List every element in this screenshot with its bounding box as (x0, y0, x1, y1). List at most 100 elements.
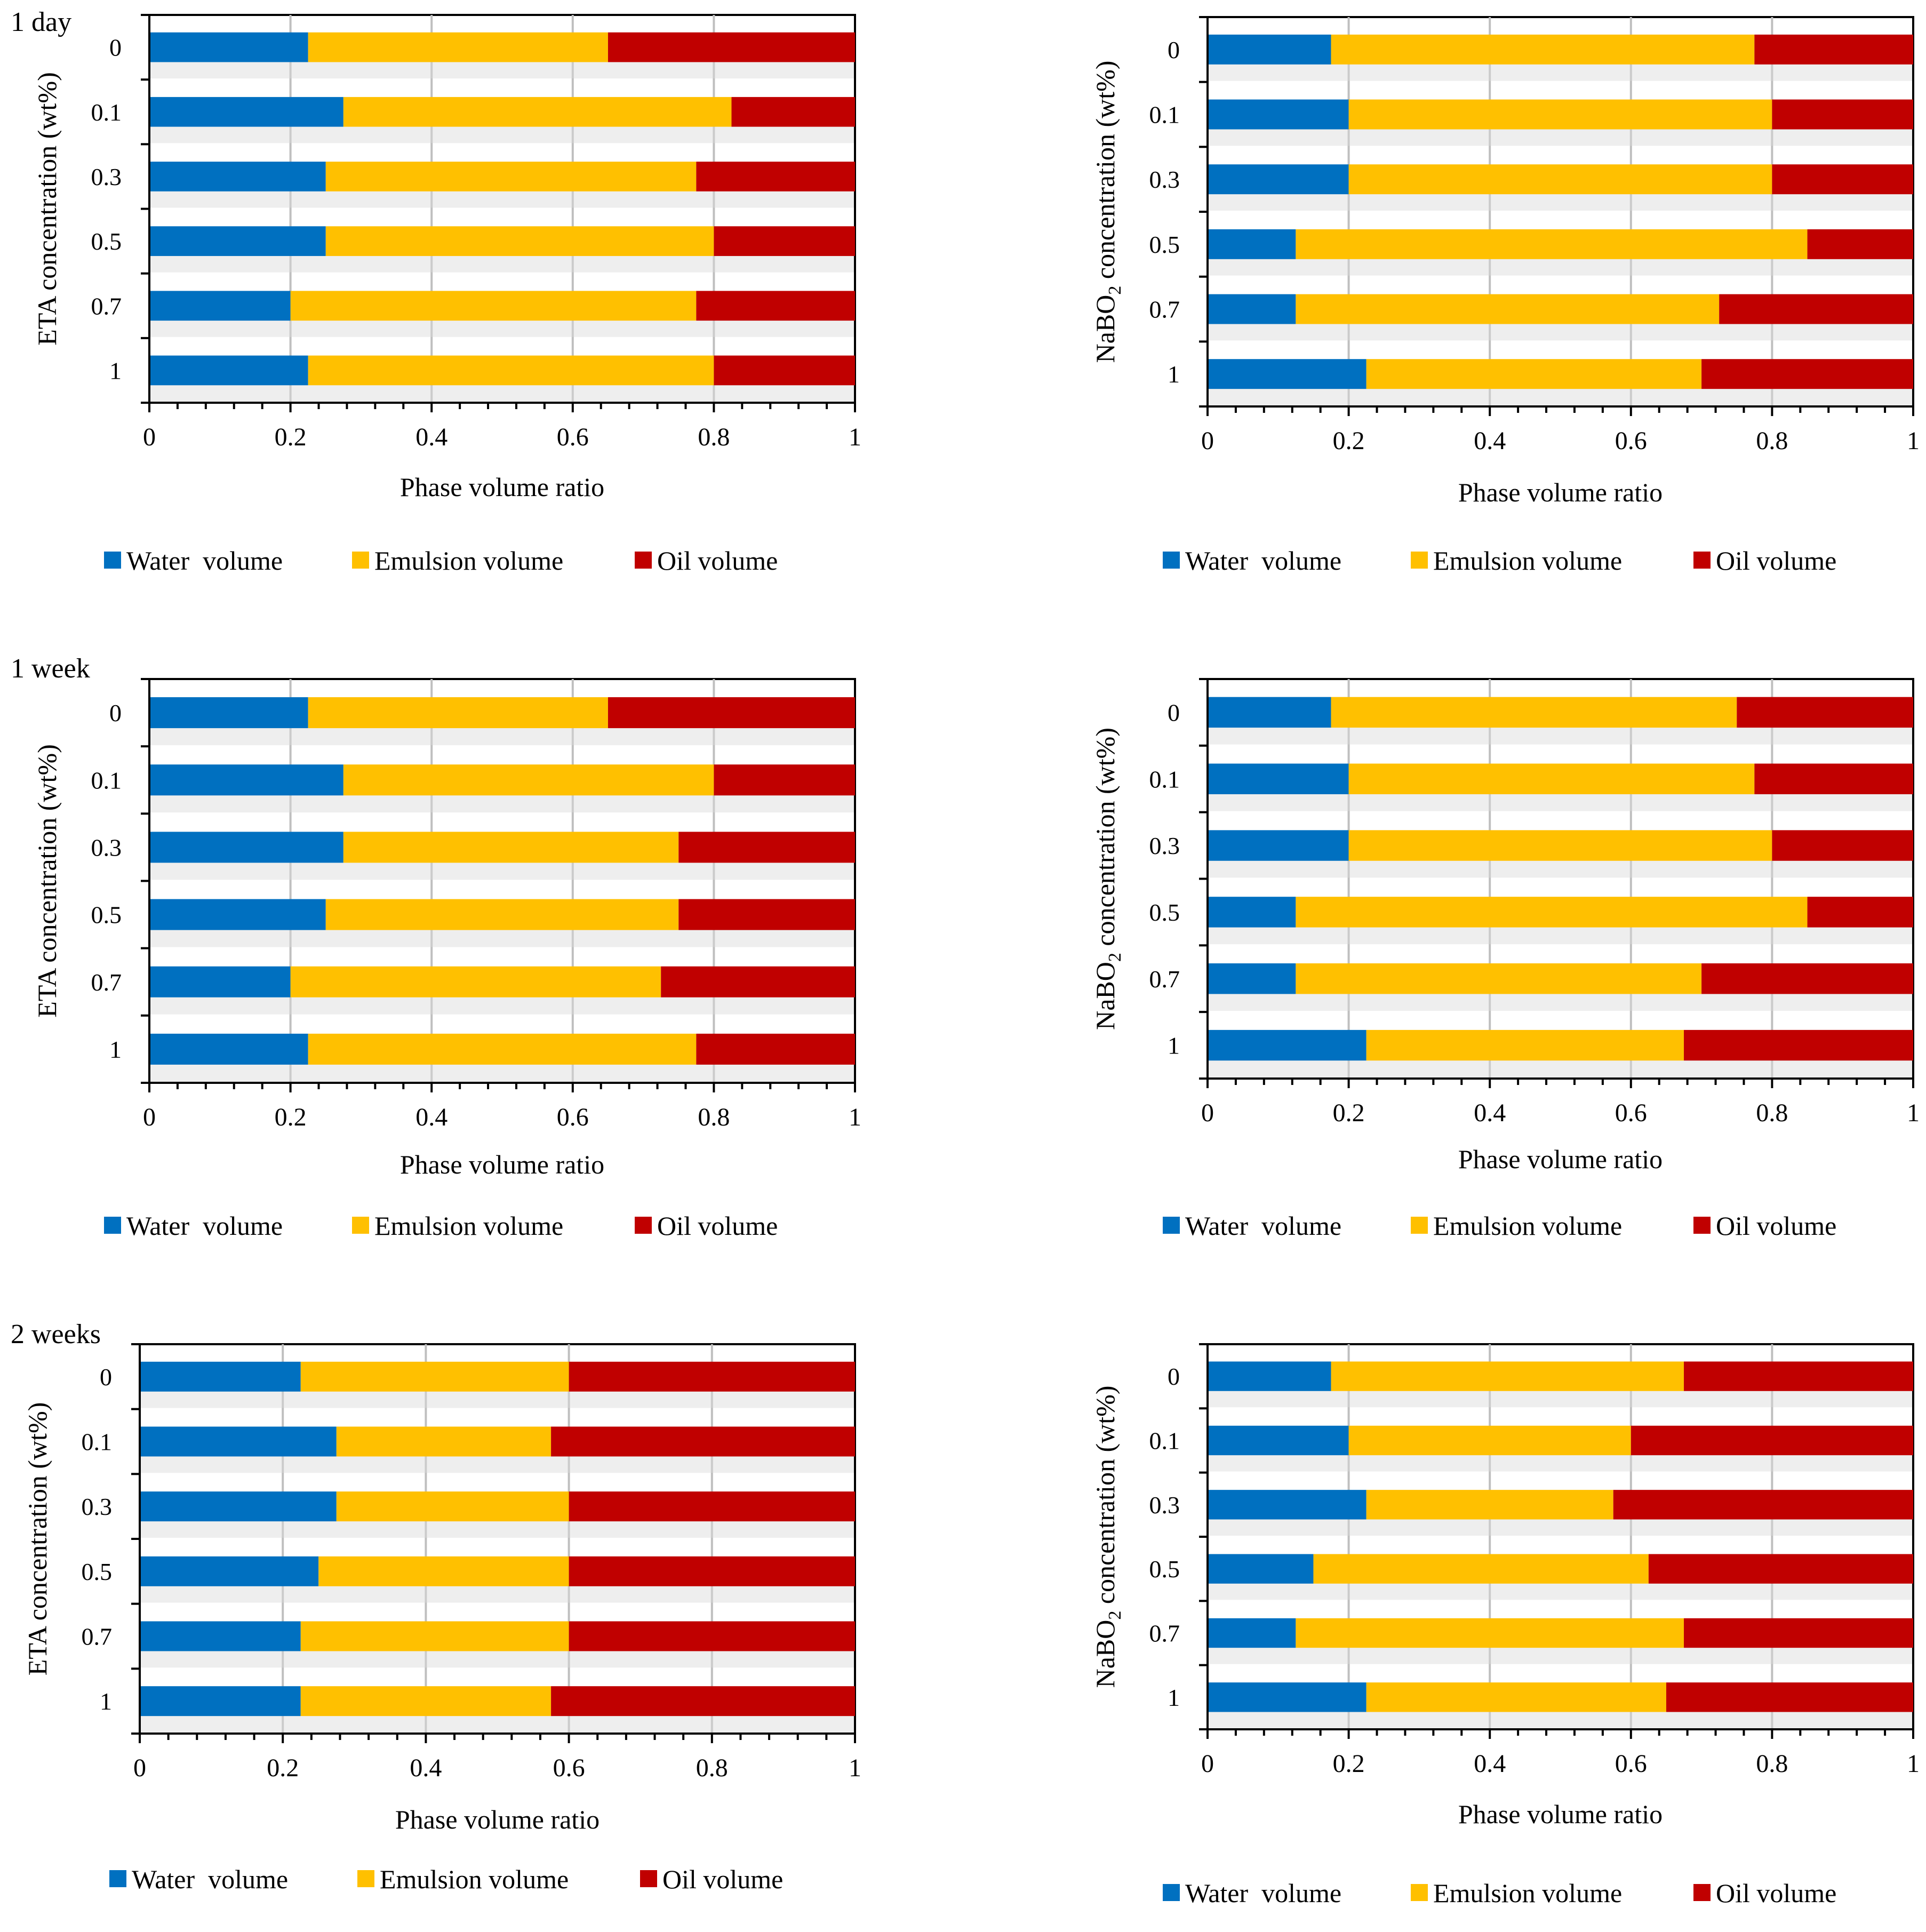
bar-shadow (141, 1716, 854, 1733)
legend-water-label: Water volume (1185, 1878, 1341, 1908)
bar-emulsion-1 (308, 355, 714, 386)
bar-water-0.1 (1208, 763, 1349, 794)
bar-emulsion-0.5 (1313, 1554, 1649, 1584)
bar-water-0.7 (1208, 1618, 1296, 1648)
bar-emulsion-0.7 (290, 291, 697, 321)
bar-shadow (150, 126, 854, 143)
category-label: 0 (109, 699, 122, 727)
bar-oil-0.1 (731, 97, 855, 127)
time-label-1-week: 1 week (11, 653, 90, 684)
x-tick-label: 0 (143, 423, 156, 451)
bar-oil-0.5 (714, 226, 855, 256)
bar-shadow (150, 62, 854, 79)
legend-oil-swatch (1693, 552, 1711, 569)
charts-group: 0 0.1 0.3 0.5 0.7 1 0 0.2 0.4 0.6 0.8 1 Phase volume… (22, 14, 1920, 1908)
category-label: 0.3 (1149, 832, 1180, 859)
bar-emulsion-0.5 (1296, 229, 1808, 259)
x-tick-label: 0.8 (1756, 1099, 1788, 1127)
chart-6: 0 0.1 0.3 0.5 0.7 1 0 0.2 0.4 0.6 0.8 1 Phase volume… (1090, 1343, 1920, 1908)
category-label: 1 (1168, 361, 1180, 388)
category-label: 0.5 (1149, 231, 1180, 258)
category-label: 0 (100, 1363, 112, 1391)
x-tick-label: 0.8 (1756, 427, 1788, 455)
bar-emulsion-0 (1331, 1361, 1684, 1391)
bar-shadow (1209, 1391, 1912, 1408)
x-tick-label: 0.6 (1615, 1750, 1647, 1778)
bar-water-0.3 (1208, 1490, 1366, 1520)
category-label: 0.5 (91, 901, 122, 929)
bar-emulsion-0 (308, 697, 608, 729)
category-label: 0 (109, 34, 122, 61)
category-label: 1 (109, 357, 122, 384)
bar-shadow (150, 256, 854, 273)
bar-oil-1 (696, 1033, 855, 1065)
legend: Water volume Emulsion volume Oil volume (1163, 1878, 1836, 1908)
bar-shadow (1209, 860, 1912, 878)
x-tick-label: 0.2 (1333, 1750, 1365, 1778)
category-label: 0.5 (91, 228, 122, 255)
bar-water-0.1 (1208, 1425, 1349, 1456)
legend-emulsion-label: Emulsion volume (1433, 1878, 1622, 1908)
y-axis-label: NaBO2 concentration (wt%) (1090, 1386, 1125, 1688)
legend-water-swatch (1163, 552, 1180, 569)
x-tick-label: 0.8 (696, 1754, 728, 1782)
x-tick-label: 1 (1907, 427, 1920, 455)
bar-water-1 (1208, 1682, 1366, 1712)
x-axis-label: Phase volume ratio (1458, 1799, 1663, 1829)
legend: Water volume Emulsion volume Oil volume (1163, 546, 1836, 576)
bar-oil-0 (569, 1361, 855, 1392)
bar-oil-0.7 (1701, 963, 1913, 994)
bar-oil-0.5 (1807, 897, 1913, 928)
x-tick-label: 0.6 (553, 1754, 585, 1782)
bar-water-0.7 (149, 966, 291, 997)
legend-oil-label: Oil volume (657, 1211, 778, 1241)
bar-shadow (1209, 129, 1912, 146)
bar-emulsion-0.3 (336, 1491, 569, 1522)
x-tick-label: 0.4 (1474, 427, 1506, 455)
legend-emulsion-label: Emulsion volume (1433, 546, 1622, 576)
category-label: 0 (1168, 1363, 1180, 1390)
bar-oil-0.7 (661, 966, 855, 997)
bar-oil-0.3 (569, 1491, 855, 1522)
legend-oil-swatch (635, 1217, 652, 1234)
bar-shadow (150, 930, 854, 947)
x-tick-label: 1 (849, 423, 861, 451)
bar-emulsion-0.1 (1348, 763, 1755, 794)
bar-shadow (141, 1586, 854, 1603)
bar-oil-0.5 (1648, 1554, 1913, 1584)
bar-shadow (150, 1064, 854, 1082)
legend: Water volume Emulsion volume Oil volume (109, 1864, 783, 1894)
bar-emulsion-0.7 (290, 966, 661, 997)
bar-emulsion-0.7 (300, 1621, 569, 1651)
x-axis-label: Phase volume ratio (1458, 1144, 1663, 1174)
bar-water-0 (149, 32, 308, 62)
bar-emulsion-1 (1366, 1029, 1684, 1061)
category-label: 1 (109, 1036, 122, 1063)
bar-water-0.5 (1208, 1554, 1314, 1584)
bar-shadow (1209, 324, 1912, 341)
bar-oil-0.3 (678, 832, 855, 863)
x-tick-label: 0.2 (275, 423, 307, 451)
bar-emulsion-0.3 (1348, 830, 1772, 861)
legend-oil-swatch (635, 552, 652, 569)
legend-emulsion-swatch (1411, 1884, 1428, 1901)
legend-emulsion-label: Emulsion volume (374, 546, 563, 576)
bar-water-1 (1208, 359, 1366, 389)
category-label: 1 (100, 1688, 112, 1715)
category-label: 0.7 (82, 1623, 113, 1650)
legend-emulsion-label: Emulsion volume (380, 1864, 569, 1894)
bar-oil-1 (1684, 1029, 1913, 1061)
x-tick-label: 0.8 (1756, 1750, 1788, 1778)
bar-shadow (1209, 728, 1912, 745)
legend: Water volume Emulsion volume Oil volume (104, 546, 778, 576)
x-axis-label: Phase volume ratio (400, 1149, 604, 1179)
category-label: 0.7 (1149, 1620, 1180, 1647)
bar-oil-0.5 (678, 899, 855, 930)
x-tick-label: 0.2 (1333, 1099, 1365, 1127)
y-axis-label: NaBO2 concentration (wt%) (1090, 728, 1125, 1030)
bar-shadow (1209, 927, 1912, 945)
bar-shadow (1209, 1648, 1912, 1664)
x-tick-label: 1 (849, 1754, 861, 1782)
bar-oil-0.7 (1684, 1618, 1913, 1648)
bar-shadow (150, 321, 854, 337)
